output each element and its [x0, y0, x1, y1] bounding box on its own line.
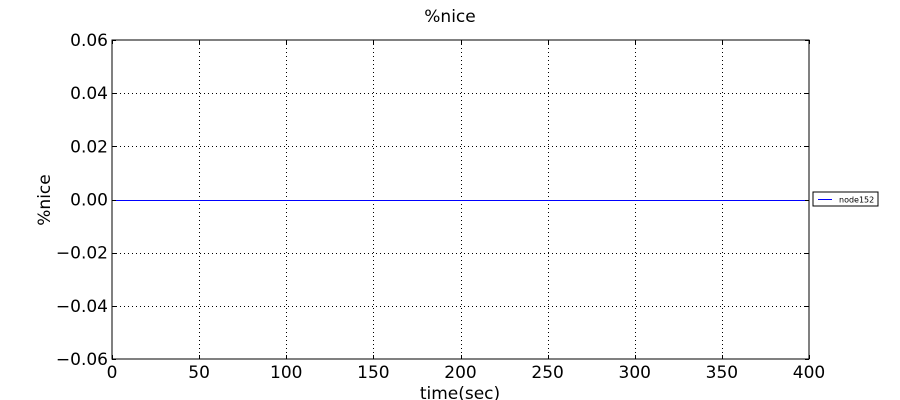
x-tick-label: 50: [188, 363, 210, 383]
legend-box: [812, 191, 879, 207]
y-tick-label: −0.04: [56, 297, 108, 317]
legend: node152: [812, 191, 879, 207]
y-tick-label: 0.04: [70, 84, 108, 104]
chart-title: %nice: [424, 7, 475, 27]
x-tick-labels: 0 50 100 150 200 250 300 350 400: [107, 363, 826, 383]
x-tick-label: 400: [793, 363, 825, 383]
x-tick-label: 200: [444, 363, 476, 383]
y-tick-label: 0.06: [70, 31, 108, 51]
y-tick-label: 0.02: [70, 137, 108, 157]
y-axis-label: %nice: [35, 174, 55, 225]
x-tick-label: 350: [706, 363, 738, 383]
y-tick-label: −0.06: [56, 350, 108, 370]
legend-label-node152: node152: [839, 196, 874, 205]
y-tick-label: 0.00: [70, 191, 108, 211]
ticks: [112, 40, 810, 360]
x-axis-label: time(sec): [420, 384, 500, 400]
y-tick-labels: −0.06 −0.04 −0.02 0.00 0.02 0.04 0.06: [56, 31, 108, 370]
y-tick-label: −0.02: [56, 244, 108, 264]
x-tick-label: 0: [107, 363, 118, 383]
x-tick-label: 300: [619, 363, 651, 383]
plot-area-frame: [111, 39, 810, 360]
x-tick-label: 250: [531, 363, 563, 383]
x-tick-label: 150: [357, 363, 389, 383]
x-tick-label: 100: [270, 363, 302, 383]
